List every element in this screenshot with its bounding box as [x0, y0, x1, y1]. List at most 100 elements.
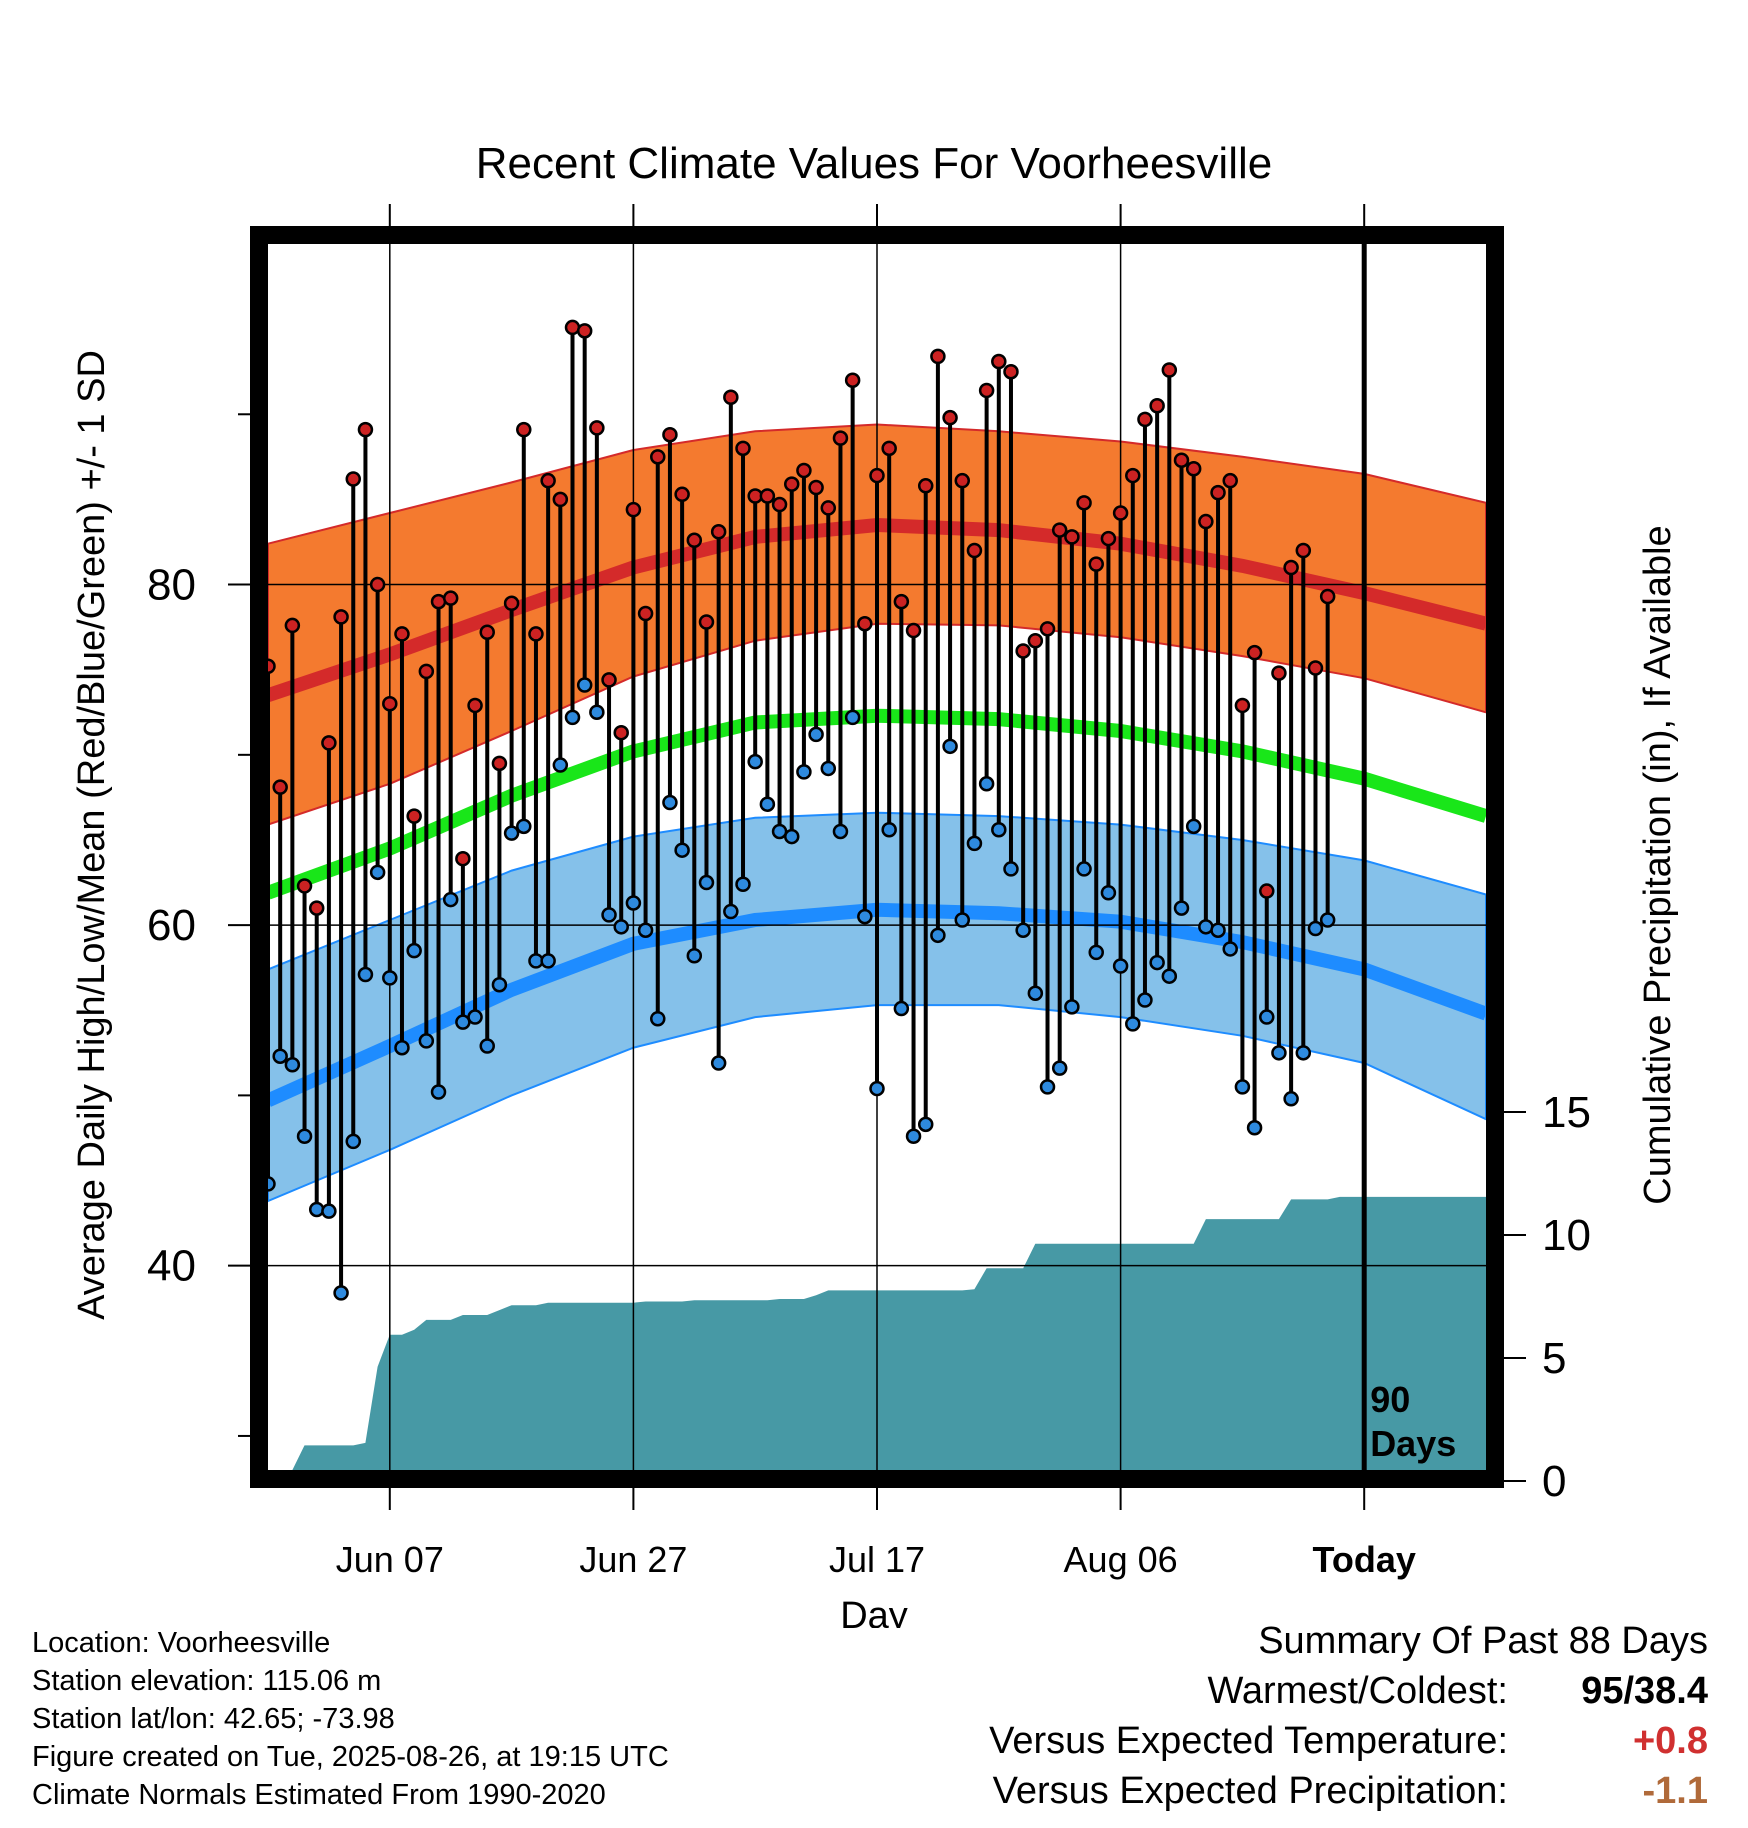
low-point	[991, 822, 1007, 838]
low-point	[905, 1128, 922, 1145]
low-point	[710, 1055, 727, 1071]
plot-frame	[250, 226, 1504, 1488]
high-point	[528, 626, 544, 642]
high-point	[1283, 559, 1299, 576]
y2-axis-label: Cumulative Precipitation (in), If Availa…	[1637, 525, 1679, 1204]
low-point	[516, 818, 532, 835]
x-axis-label: Day	[840, 1595, 908, 1628]
high-point	[1064, 529, 1080, 545]
y2-tick-label: 15	[1542, 1088, 1591, 1137]
high-point	[857, 615, 873, 632]
high-point	[893, 593, 910, 610]
high-point	[796, 462, 812, 479]
high-point	[735, 440, 751, 457]
low-point	[808, 726, 824, 743]
high-point	[1210, 484, 1226, 501]
low-point	[1064, 999, 1080, 1015]
low-point	[552, 757, 569, 773]
low-point	[759, 796, 776, 812]
low-point	[564, 709, 581, 726]
high-point	[357, 421, 374, 438]
high-point	[905, 622, 922, 639]
summary-title: Summary Of Past 88 Days	[1258, 1620, 1708, 1662]
low-point	[1259, 1009, 1275, 1025]
high-point	[394, 626, 410, 642]
x-tick-label: Jun 07	[336, 1539, 444, 1580]
latlon-text: Station lat/lon: 42.65; -73.98	[32, 1703, 395, 1735]
chart-title: Recent Climate Values For Voorheesville	[476, 139, 1272, 188]
low-point	[394, 1039, 410, 1056]
high-point	[1027, 632, 1044, 649]
station-info: Location: Voorheesville Station elevatio…	[32, 1624, 669, 1814]
low-point	[796, 764, 812, 780]
low-point	[333, 1285, 349, 1301]
x-tick-label: Jul 17	[829, 1539, 925, 1580]
x-tick-label: Today	[1313, 1539, 1416, 1580]
high-point	[698, 614, 715, 630]
low-point	[1307, 920, 1324, 937]
low-point	[674, 842, 690, 858]
low-point	[1161, 968, 1178, 984]
low-point	[589, 704, 605, 721]
high-point	[674, 486, 690, 503]
high-point	[479, 624, 495, 640]
low-point	[284, 1056, 301, 1073]
low-point	[832, 823, 849, 840]
high-point	[1319, 588, 1336, 605]
high-point	[1222, 472, 1238, 489]
low-point	[418, 1033, 435, 1049]
high-point	[1076, 495, 1092, 511]
low-point	[1027, 985, 1044, 1001]
low-point	[1015, 922, 1031, 938]
low-point	[503, 825, 520, 841]
high-point	[589, 420, 605, 436]
today-days-label: Days	[1370, 1423, 1456, 1464]
low-point	[723, 903, 739, 920]
low-point	[662, 794, 678, 811]
y-tick-label: 80	[147, 561, 196, 610]
low-point	[1185, 818, 1202, 835]
high-point	[442, 590, 459, 606]
high-point	[503, 595, 520, 612]
low-point	[467, 1009, 483, 1025]
low-point	[954, 912, 971, 928]
high-point	[613, 724, 629, 741]
y2-tick-label: 0	[1542, 1457, 1566, 1506]
low-point	[783, 828, 800, 845]
high-point	[296, 878, 313, 894]
y-tick-label: 60	[147, 901, 196, 950]
high-point	[650, 449, 666, 465]
summary-precip-row: Versus Expected Precipitation: -1.1	[989, 1770, 1708, 1820]
low-point	[1088, 944, 1104, 961]
warm-cold-label: Warmest/Coldest:	[1207, 1670, 1508, 1712]
high-point	[832, 430, 849, 446]
low-point	[1210, 922, 1226, 938]
y2-tick-label: 5	[1542, 1334, 1566, 1383]
high-point	[930, 348, 946, 365]
low-point	[978, 776, 995, 792]
high-point	[1015, 643, 1031, 659]
high-point	[1173, 452, 1190, 469]
high-point	[881, 440, 897, 457]
low-point	[930, 927, 946, 944]
low-point	[747, 753, 763, 770]
high-point	[1088, 556, 1104, 572]
warm-cold-value: 95/38.4	[1581, 1670, 1708, 1712]
low-point	[735, 876, 751, 892]
high-point	[467, 697, 483, 714]
high-point	[991, 353, 1007, 370]
low-point	[637, 922, 654, 938]
y-tick-label: 40	[147, 1242, 196, 1291]
high-point	[1161, 362, 1178, 378]
summary-panel: Summary Of Past 88 Days Warmest/Coldest:…	[989, 1620, 1708, 1820]
high-point	[783, 476, 800, 492]
low-point	[650, 1011, 666, 1027]
high-point	[382, 696, 398, 712]
high-point	[552, 491, 569, 508]
summary-temp-row: Versus Expected Temperature: +0.8	[989, 1720, 1708, 1770]
high-point	[345, 471, 362, 487]
high-point	[455, 850, 471, 867]
low-point	[869, 1080, 885, 1097]
low-point	[442, 891, 459, 908]
